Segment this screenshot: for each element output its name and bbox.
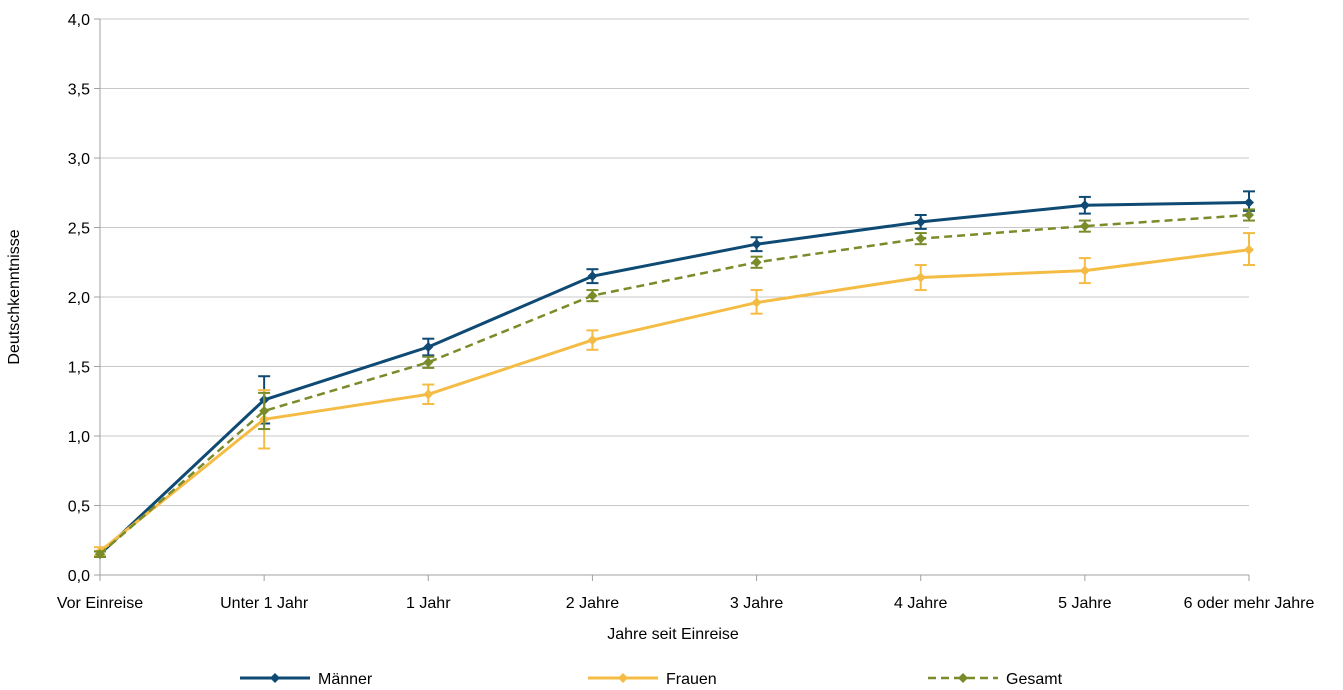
x-tick-label: 2 Jahre xyxy=(566,595,619,612)
legend-label: Frauen xyxy=(666,671,717,688)
data-point xyxy=(587,271,598,282)
data-point xyxy=(1079,200,1090,211)
data-point xyxy=(423,357,434,368)
y-tick-label: 0,5 xyxy=(68,499,90,516)
data-point xyxy=(1079,221,1090,232)
x-tick-label: 5 Jahre xyxy=(1058,595,1111,612)
series-maenner xyxy=(94,190,1255,560)
data-point xyxy=(1079,265,1090,276)
data-point xyxy=(95,549,105,560)
data-point xyxy=(587,290,598,301)
series-gesamt xyxy=(94,208,1255,560)
y-tick-label: 4,0 xyxy=(68,12,90,29)
data-point xyxy=(915,216,926,227)
y-tick-labels: 0,0 0,5 1,0 1,5 2,0 2,5 3,0 3,5 4,0 xyxy=(68,12,90,585)
data-point xyxy=(587,335,598,346)
legend-item-maenner: Männer xyxy=(240,671,373,688)
y-tick-label: 0,0 xyxy=(68,568,90,585)
series-layer xyxy=(94,190,1255,560)
y-tick-label: 3,0 xyxy=(68,151,90,168)
y-tick-label: 2,5 xyxy=(68,221,90,238)
data-point xyxy=(1244,244,1254,255)
legend-label: Männer xyxy=(318,671,373,688)
series-line xyxy=(99,213,1250,556)
data-point xyxy=(751,239,762,250)
x-tick-label: Vor Einreise xyxy=(57,595,143,612)
data-point xyxy=(1244,197,1254,208)
x-axis-title: Jahre seit Einreise xyxy=(607,626,739,643)
grid-layer xyxy=(100,18,1249,506)
x-tick-labels: Vor Einreise Unter 1 Jahr 1 Jahr 2 Jahre 3 J… xyxy=(57,595,1315,612)
data-point xyxy=(259,405,270,416)
legend-label: Gesamt xyxy=(1006,671,1063,688)
legend: Männer Frauen Gesamt xyxy=(240,671,1063,688)
y-tick-label: 1,0 xyxy=(68,429,90,446)
x-tick-label: 3 Jahre xyxy=(730,595,783,612)
data-point xyxy=(915,272,926,283)
axis-layer xyxy=(94,18,1250,581)
y-tick-label: 3,5 xyxy=(68,82,90,99)
series-line xyxy=(99,248,1250,553)
legend-item-gesamt: Gesamt xyxy=(928,671,1063,688)
y-tick-label: 1,5 xyxy=(68,360,90,377)
series-line xyxy=(98,201,1250,556)
x-tick-label: 6 oder mehr Jahre xyxy=(1184,595,1315,612)
x-tick-label: 1 Jahr xyxy=(406,595,451,612)
data-point xyxy=(423,342,434,353)
legend-marker xyxy=(270,673,280,683)
x-tick-label: Unter 1 Jahr xyxy=(220,595,309,612)
legend-item-frauen: Frauen xyxy=(588,671,717,688)
data-point xyxy=(751,297,762,308)
data-point xyxy=(751,257,762,268)
series-frauen xyxy=(94,232,1255,557)
data-point xyxy=(915,233,926,244)
data-point xyxy=(1244,209,1254,220)
x-tick-label: 4 Jahre xyxy=(894,595,947,612)
y-tick-label: 2,0 xyxy=(68,290,90,307)
legend-marker xyxy=(618,673,628,683)
data-point xyxy=(423,389,434,400)
y-axis-title: Deutschkenntnisse xyxy=(6,229,23,364)
legend-marker xyxy=(958,673,968,683)
